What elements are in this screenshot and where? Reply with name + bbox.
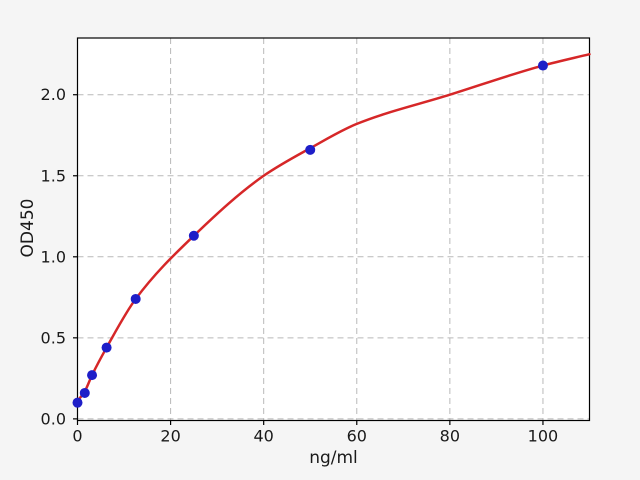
data-point bbox=[72, 397, 83, 408]
y-tick-label: 2.0 bbox=[41, 85, 66, 104]
data-point bbox=[101, 342, 112, 353]
data-point bbox=[87, 370, 98, 381]
data-point bbox=[537, 60, 548, 71]
axes-border bbox=[76, 37, 591, 422]
x-tick-label: 20 bbox=[160, 427, 180, 446]
y-tick-label: 1.0 bbox=[41, 247, 66, 266]
y-tick-label: 0.5 bbox=[41, 328, 66, 347]
data-point bbox=[79, 387, 90, 398]
axes-background bbox=[77, 38, 590, 421]
x-tick-label: 40 bbox=[254, 427, 274, 446]
x-axis-label: ng/ml bbox=[309, 448, 358, 468]
x-tick-label: 100 bbox=[528, 427, 559, 446]
x-tick-label: 0 bbox=[72, 427, 82, 446]
x-tick-label: 60 bbox=[347, 427, 367, 446]
y-tick-label: 0.0 bbox=[41, 409, 66, 428]
y-axis-label: OD450 bbox=[18, 199, 38, 258]
y-tick-label: 1.5 bbox=[41, 166, 66, 185]
plot-area: 0 20 40 60 80 100 0.0 0.5 1.0 1.5 2.0 bbox=[41, 37, 591, 446]
data-point bbox=[305, 144, 316, 155]
data-point bbox=[130, 293, 141, 304]
x-tick-label: 80 bbox=[440, 427, 460, 446]
data-point bbox=[188, 230, 199, 241]
